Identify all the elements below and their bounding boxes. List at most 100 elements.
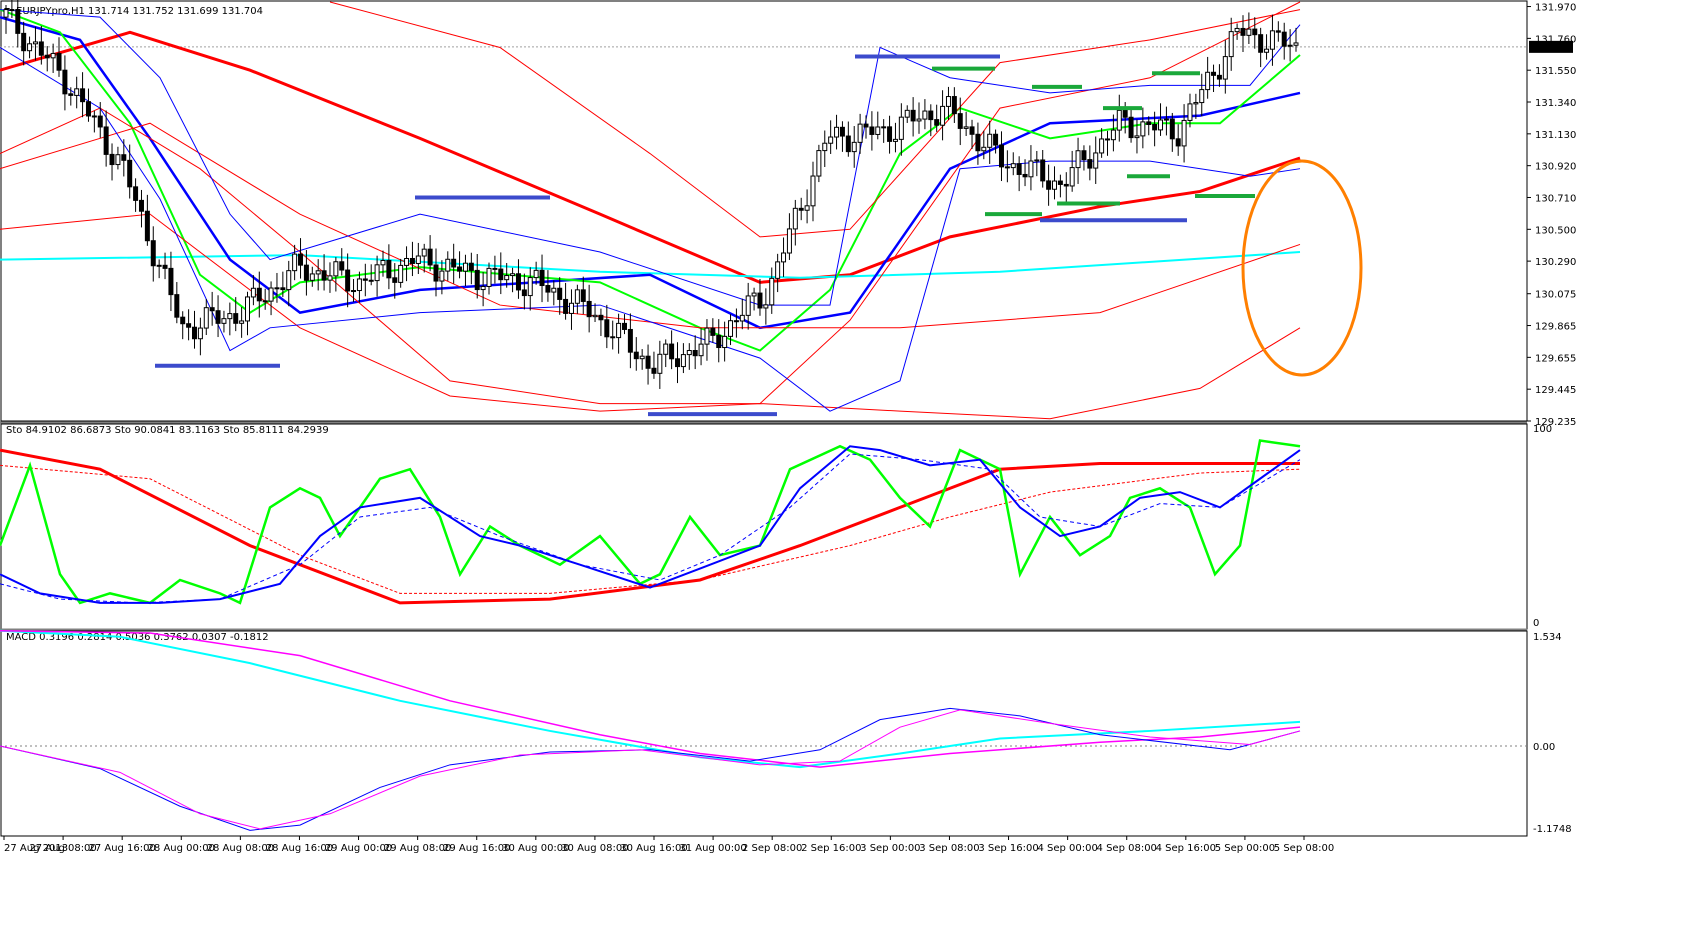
candle-body	[1252, 28, 1258, 36]
candle-body	[474, 269, 480, 291]
candle-body	[303, 264, 309, 281]
stoch-slow-red-signal	[0, 464, 1301, 594]
macd-tick-label: 0.00	[1533, 742, 1555, 753]
candle-body	[763, 304, 769, 309]
stoch-tick-label: 100	[1533, 424, 1552, 435]
candle-body	[934, 119, 940, 126]
candle-body	[616, 322, 622, 339]
candle-body	[1016, 163, 1022, 175]
candle-body	[315, 270, 321, 275]
candle-body	[1087, 159, 1093, 169]
candle-body	[1163, 118, 1169, 121]
candle-body	[239, 320, 245, 324]
candle-body	[1205, 71, 1211, 91]
candle-body	[1181, 119, 1187, 147]
candle-body	[186, 323, 192, 328]
candle-body	[468, 262, 474, 271]
candle-body	[1116, 109, 1122, 131]
candle-body	[1099, 138, 1105, 154]
candle-body	[480, 285, 486, 291]
candle-body	[586, 300, 592, 318]
candle-body	[191, 326, 197, 340]
price-tick-label: 130.290	[1535, 257, 1576, 268]
time-label: 31 Aug 00:00	[679, 843, 746, 854]
macd-cyan	[0, 629, 1301, 769]
candle-body	[1051, 180, 1057, 190]
candle-body	[916, 118, 922, 122]
candle-body	[869, 126, 875, 135]
candle-body	[144, 210, 150, 242]
candle-body	[510, 273, 516, 277]
price-tick-label: 131.340	[1535, 98, 1576, 109]
candle-body	[881, 126, 887, 129]
candle-body	[351, 290, 357, 293]
candle-body	[822, 142, 828, 152]
candle-body	[3, 9, 9, 18]
candle-body	[227, 313, 233, 320]
candle-body	[769, 277, 775, 306]
price-tick-label: 130.075	[1535, 290, 1576, 301]
candle-body	[1240, 27, 1246, 36]
candle-body	[415, 255, 421, 264]
time-label: 27 Aug 16:00	[88, 843, 155, 854]
candle-body	[786, 228, 792, 254]
candle-body	[1187, 103, 1193, 121]
candle-body	[592, 314, 598, 318]
candle-body	[857, 123, 863, 143]
candle-body	[851, 141, 857, 153]
ma-cyan	[0, 251, 1301, 279]
stoch-blue-signal	[0, 453, 1301, 604]
candle-body	[675, 358, 681, 368]
price-tick-label: 131.130	[1535, 130, 1576, 141]
candle-body	[834, 126, 840, 138]
candle-body	[987, 133, 993, 148]
macd-header: MACD 0.3196 0.2814 0.5036 0.3762 0.0307 …	[6, 632, 269, 643]
candle-body	[904, 109, 910, 118]
candle-body	[1022, 173, 1028, 178]
candle-body	[1152, 124, 1158, 131]
time-label: 30 Aug 08:00	[561, 843, 628, 854]
price-tick-label: 131.550	[1535, 66, 1576, 77]
time-label: 3 Sep 00:00	[860, 843, 920, 854]
candle-body	[115, 154, 121, 166]
candle-body	[669, 343, 675, 360]
candle-body	[215, 310, 221, 324]
candle-body	[957, 113, 963, 129]
candle-body	[1010, 163, 1016, 169]
candle-body	[250, 287, 256, 298]
candle-body	[386, 260, 392, 279]
candle-body	[627, 328, 633, 353]
candle-body	[209, 307, 215, 312]
candle-body	[839, 126, 845, 137]
macd-tick-label: 1.534	[1533, 632, 1562, 643]
ma-green	[0, 8, 1301, 352]
stoch-blue	[0, 445, 1301, 604]
candle-body	[739, 314, 745, 322]
candle-body	[333, 261, 339, 277]
stoch-fast-green	[0, 439, 1301, 605]
candle-body	[527, 277, 533, 297]
candle-body	[233, 313, 239, 324]
envelope-upper	[0, 1, 1301, 405]
candle-body	[345, 269, 351, 292]
candle-body	[981, 146, 987, 152]
candle-body	[1228, 31, 1234, 58]
candle-body	[828, 136, 834, 144]
candle-body	[1193, 102, 1199, 105]
candle-body	[298, 253, 304, 266]
candle-body	[44, 54, 50, 59]
candle-body	[492, 267, 498, 270]
candle-body	[945, 96, 951, 107]
stoch-header: Sto 84.9102 86.6873 Sto 90.0841 83.1163 …	[6, 425, 329, 436]
candle-body	[168, 267, 174, 296]
candle-body	[339, 261, 345, 271]
current-price-text: 131.704	[1531, 43, 1572, 54]
candle-body	[486, 267, 492, 287]
candle-body	[1287, 44, 1293, 47]
time-label: 29 Aug 00:00	[325, 843, 392, 854]
candle-body	[150, 240, 156, 267]
candle-body	[27, 43, 33, 52]
time-label: 30 Aug 00:00	[502, 843, 569, 854]
candle-body	[368, 279, 374, 282]
